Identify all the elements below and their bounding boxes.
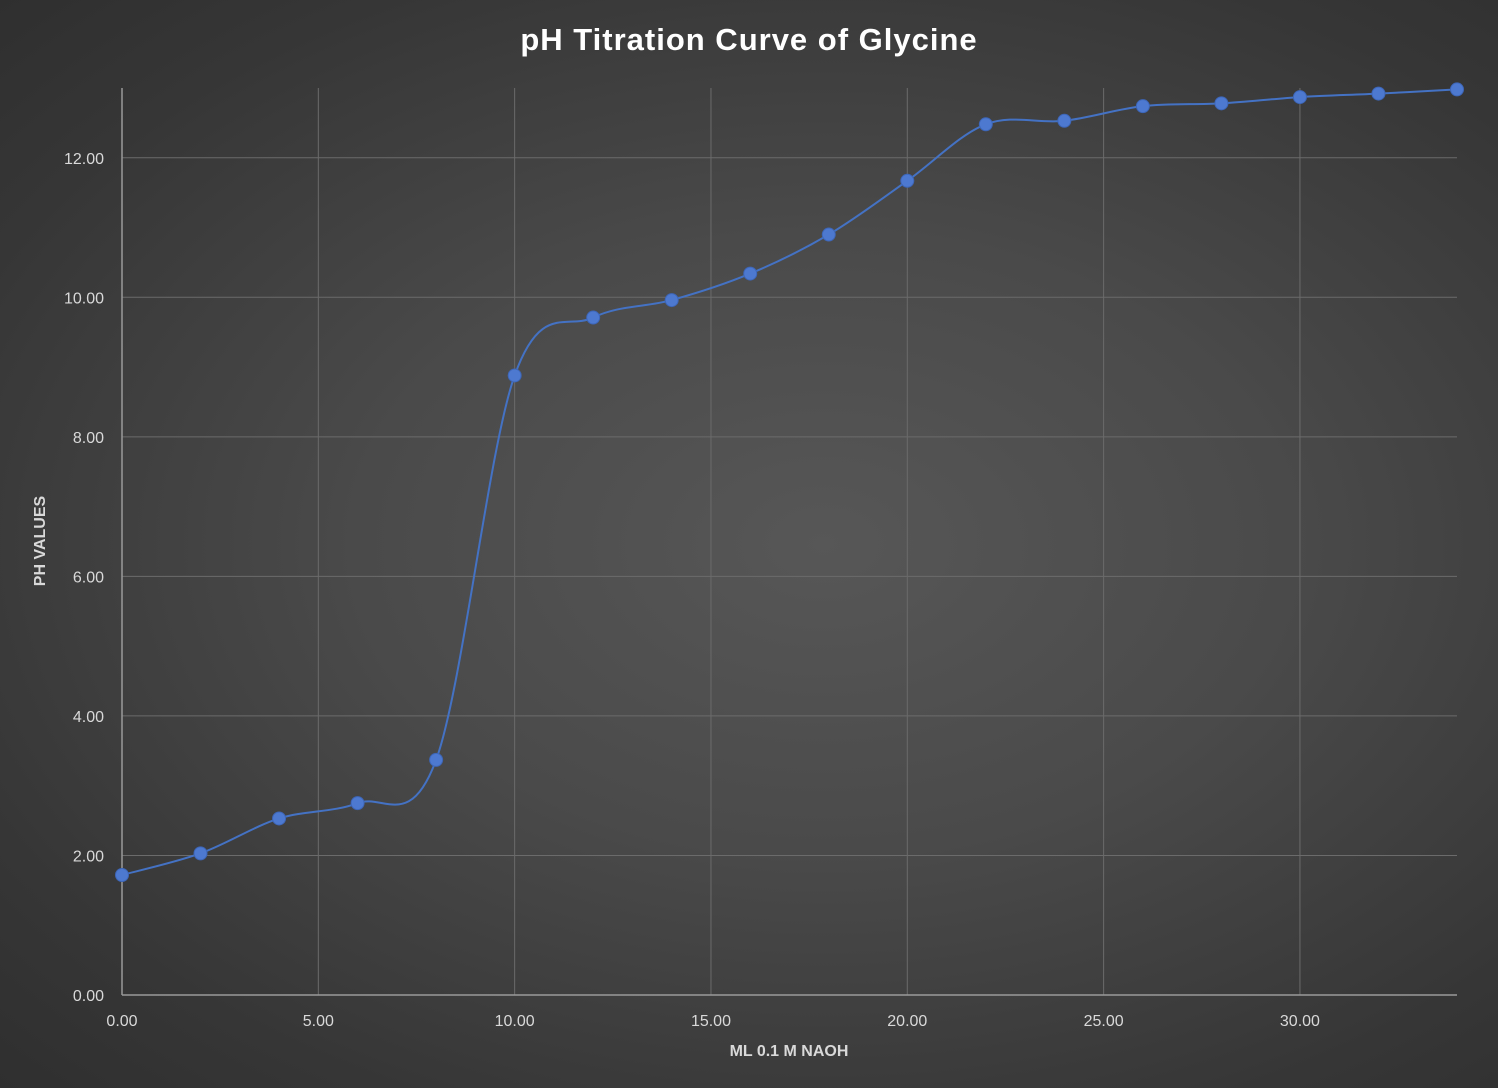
data-point: [350, 796, 365, 811]
x-tick-labels: 0.00 5.00 10.00 15.00 20.00 25.00 30.00: [106, 1013, 1320, 1030]
data-point: [1450, 82, 1464, 97]
data-point: [743, 266, 758, 281]
data-point: [978, 117, 993, 132]
data-point: [1057, 113, 1072, 128]
series-line: [121, 88, 1458, 876]
data-point: [1135, 99, 1150, 114]
data-point: [507, 368, 522, 383]
y-tick-label: 2.00: [73, 848, 104, 865]
x-tick-label: 25.00: [1084, 1013, 1124, 1030]
data-point: [900, 173, 915, 188]
data-point: [1292, 90, 1307, 105]
data-point: [429, 752, 444, 767]
data-point: [821, 227, 836, 242]
y-axis-label: PH VALUES: [32, 495, 49, 586]
x-tick-label: 5.00: [303, 1013, 334, 1030]
data-point: [1214, 96, 1229, 111]
data-point: [586, 310, 601, 325]
y-tick-label: 8.00: [73, 430, 104, 447]
x-tick-label: 10.00: [495, 1013, 535, 1030]
data-point: [1371, 86, 1386, 101]
x-tick-label: 20.00: [887, 1013, 927, 1030]
y-tick-label: 4.00: [73, 709, 104, 726]
y-tick-label: 12.00: [64, 151, 104, 168]
y-tick-label: 0.00: [73, 988, 104, 1005]
x-axis-label: ML 0.1 M NAOH: [730, 1043, 849, 1060]
x-tick-label: 30.00: [1280, 1013, 1320, 1030]
data-point: [664, 293, 679, 308]
y-tick-label: 10.00: [64, 290, 104, 307]
data-point: [115, 867, 129, 882]
x-tick-label: 0.00: [106, 1013, 137, 1030]
y-tick-labels: 0.00 2.00 4.00 6.00 8.00 10.00 12.00: [64, 151, 104, 1005]
data-point: [272, 811, 287, 826]
axes: [121, 88, 1457, 996]
x-tick-label: 15.00: [691, 1013, 731, 1030]
y-tick-label: 6.00: [73, 569, 104, 586]
data-points: [115, 82, 1464, 882]
data-point: [193, 846, 208, 861]
chart-title: pH Titration Curve of Glycine: [520, 22, 977, 57]
gridlines: [122, 88, 1457, 995]
